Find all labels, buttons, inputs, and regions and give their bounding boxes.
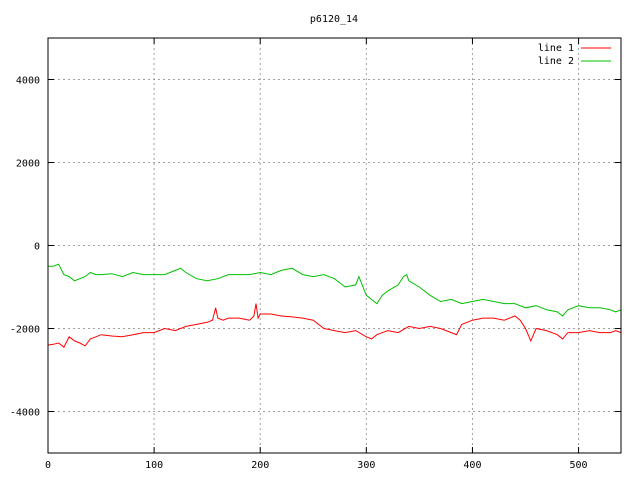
- x-tick-label: 500: [570, 460, 588, 471]
- chart-title: p6120_14: [310, 14, 358, 25]
- axis-ticks: 0 100 200 300 400 500 -4000 -2000 0 2000 4000: [10, 38, 621, 471]
- grid: [48, 38, 621, 453]
- legend-label-1: line 1: [538, 43, 574, 54]
- x-tick-label: 400: [463, 460, 481, 471]
- x-tick-label: 0: [45, 460, 51, 471]
- x-tick-label: 200: [251, 460, 269, 471]
- x-tick-label: 300: [357, 460, 375, 471]
- series-line-1: [47, 303, 622, 348]
- series-layer: [47, 263, 622, 348]
- y-tick-label: 0: [34, 242, 40, 253]
- y-tick-label: -2000: [10, 325, 40, 336]
- legend-label-2: line 2: [538, 56, 574, 67]
- series-line-2: [48, 263, 622, 317]
- legend: line 1 line 2: [538, 43, 611, 67]
- y-tick-label: -4000: [10, 408, 40, 419]
- y-tick-label: 2000: [16, 159, 40, 170]
- x-tick-label: 100: [145, 460, 163, 471]
- y-tick-label: 4000: [16, 76, 40, 87]
